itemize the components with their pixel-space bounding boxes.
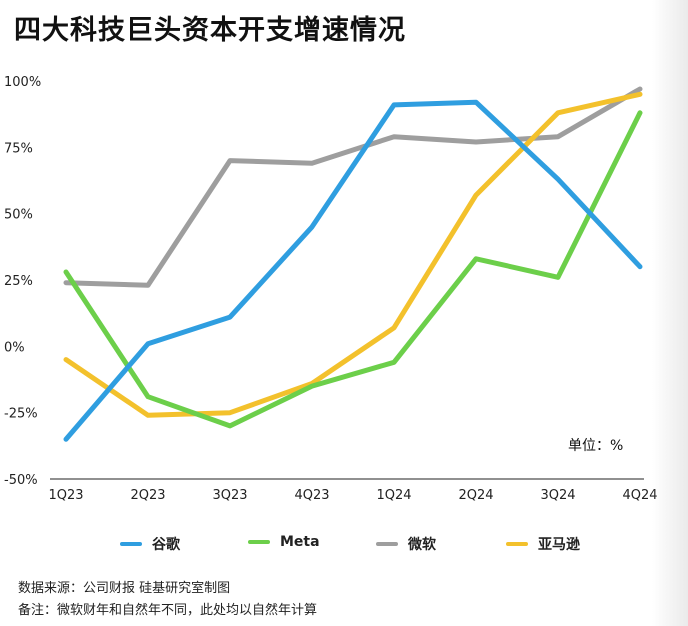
series-line-0: [63, 99, 643, 442]
legend-label: Meta: [280, 534, 320, 550]
y-tick-label: 50%: [4, 208, 33, 223]
x-tick-label: 3Q23: [212, 488, 247, 503]
x-tick-label: 4Q23: [294, 488, 329, 503]
x-tick-label: 1Q24: [376, 488, 411, 503]
legend-label: 微软: [408, 537, 436, 553]
x-tick-label: 4Q24: [622, 488, 657, 503]
legend-item-meta: Meta: [248, 534, 320, 550]
x-tick-label: 2Q24: [458, 488, 493, 503]
y-tick-label: 75%: [4, 141, 33, 156]
legend-swatch-microsoft: [376, 542, 398, 546]
y-axis: 100% 75% 50% 25% 0% -25% -50%: [4, 75, 41, 488]
y-tick-label: -50%: [4, 473, 38, 488]
unit-label: 单位：%: [568, 438, 623, 454]
series-line-2: [63, 86, 643, 288]
x-axis: 1Q23 2Q23 3Q23 4Q23 1Q24 2Q24 3Q24 4Q24: [48, 478, 658, 503]
legend-label: 亚马逊: [538, 537, 580, 553]
y-tick-label: 100%: [4, 75, 41, 90]
series-lines: [63, 86, 643, 442]
series-line-3: [63, 91, 643, 418]
legend-swatch-amazon: [506, 542, 528, 546]
legend-item-google: 谷歌: [120, 534, 180, 554]
remark-note: 备注：微软财年和自然年不同，此处均以自然年计算: [18, 603, 318, 618]
legend-swatch-meta: [248, 540, 270, 544]
legend-item-amazon: 亚马逊: [506, 534, 580, 554]
y-tick-label: 25%: [4, 274, 33, 289]
legend: 谷歌 Meta 微软 亚马逊: [0, 534, 688, 554]
series-line-1: [63, 110, 643, 429]
line-chart: 100% 75% 50% 25% 0% -25% -50% 1Q23 2Q23 3Q23 4Q23…: [4, 75, 658, 503]
data-source-note: 数据来源：公司财报 硅基研究室制图: [18, 581, 231, 596]
legend-swatch-google: [120, 542, 142, 546]
y-tick-label: -25%: [4, 407, 38, 422]
legend-label: 谷歌: [152, 537, 180, 553]
y-tick-label: 0%: [4, 340, 25, 355]
x-tick-label: 1Q23: [48, 488, 83, 503]
x-tick-label: 2Q23: [130, 488, 165, 503]
legend-item-microsoft: 微软: [376, 534, 436, 554]
page-title: 四大科技巨头资本开支增速情况: [14, 15, 406, 46]
x-tick-label: 3Q24: [540, 488, 575, 503]
